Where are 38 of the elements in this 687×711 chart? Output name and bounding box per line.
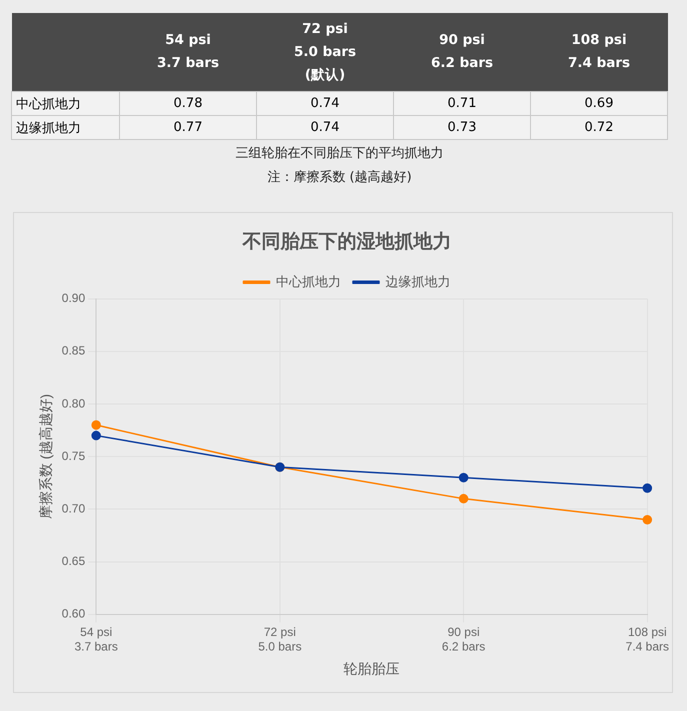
- point: [458, 472, 468, 482]
- data-label: 0.78: [120, 92, 256, 116]
- y-tick-label: 0.60: [62, 606, 86, 621]
- category-label: 54 psi 3.7 bars: [120, 13, 256, 92]
- legend-label: 边缘抓地力: [386, 274, 450, 289]
- x-tick-label: 90 psi 6.2 bars: [442, 624, 486, 654]
- x-tick-label: 72 psi 5.0 bars: [258, 624, 302, 654]
- data-label: 0.73: [394, 116, 530, 140]
- text: 注：摩擦系数 (越高越好): [266, 169, 413, 186]
- data-label: 0.71: [394, 92, 530, 116]
- data-label: 0.74: [256, 116, 394, 140]
- data-label: 0.72: [530, 116, 668, 140]
- point: [642, 514, 652, 524]
- text: 中心抓地力: [12, 92, 120, 116]
- category-label: 90 psi 6.2 bars: [394, 13, 530, 92]
- y-tick-label: 0.80: [62, 396, 86, 410]
- y-tick-label: 0.65: [62, 554, 86, 568]
- data-label: 0.69: [530, 92, 668, 116]
- text: 三组轮胎在不同胎压下的平均抓地力: [234, 145, 444, 162]
- x-axis-title: 轮胎胎压: [344, 660, 400, 676]
- text: 边缘抓地力: [12, 116, 120, 140]
- point: [642, 483, 652, 493]
- y-tick-label: 0.90: [62, 291, 86, 306]
- category-label: 72 psi 5.0 bars (默认): [256, 13, 394, 92]
- y-axis-title: 摩擦系数 (越高越好): [37, 394, 54, 520]
- y-tick-label: 0.75: [62, 448, 86, 463]
- y-tick-label: 0.70: [62, 502, 86, 516]
- x-tick-label: 54 psi 3.7 bars: [74, 624, 118, 654]
- chart-title: 不同胎压下的湿地抓地力: [242, 230, 452, 252]
- point: [91, 430, 101, 440]
- x-tick-label: 108 psi 7.4 bars: [626, 624, 669, 654]
- category-label: 108 psi 7.4 bars: [530, 13, 668, 92]
- data-label: 0.77: [120, 116, 256, 140]
- legend-label: 中心抓地力: [276, 274, 341, 289]
- point: [458, 494, 468, 504]
- point: [91, 420, 101, 430]
- data-label: 0.74: [256, 92, 394, 116]
- y-tick-label: 0.85: [62, 344, 86, 358]
